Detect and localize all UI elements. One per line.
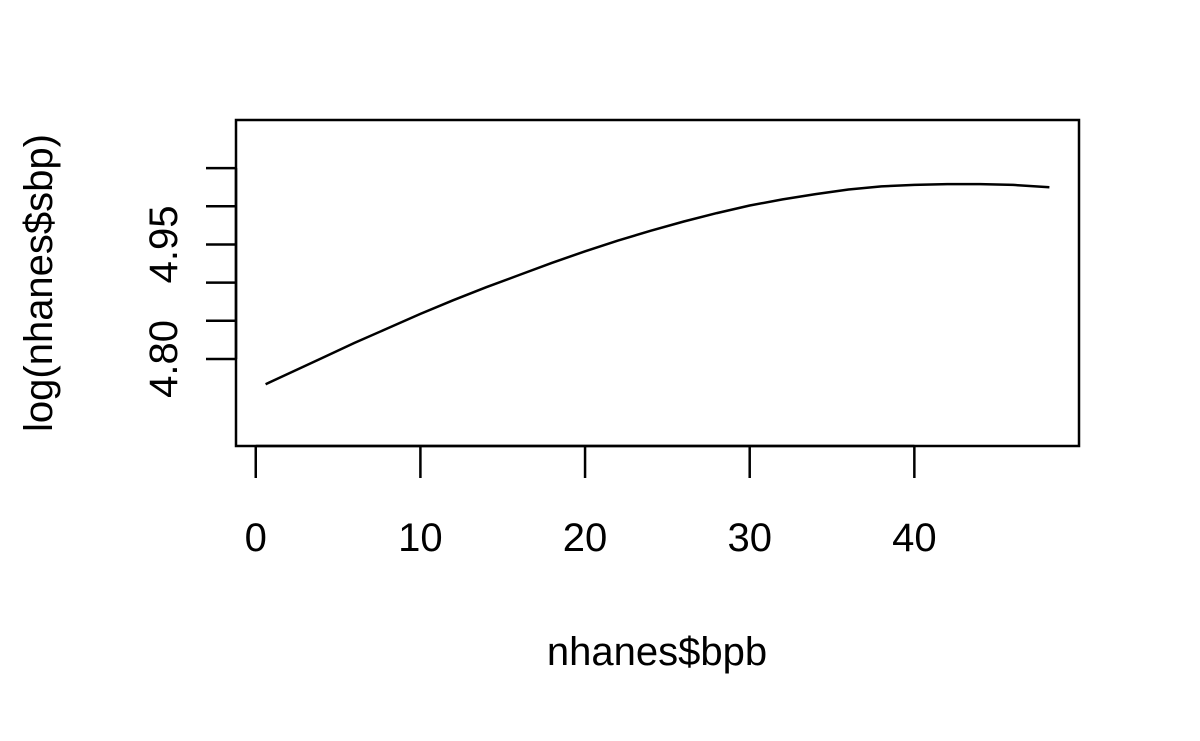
y-axis: 4.80 4.95 xyxy=(142,166,238,398)
y-tick-label: 4.80 xyxy=(142,320,186,398)
x-tick-label: 30 xyxy=(727,516,772,560)
x-tick-label: 10 xyxy=(398,516,443,560)
y-tick-label: 4.95 xyxy=(142,206,186,284)
series-layer xyxy=(265,182,1050,386)
x-tick-label: 20 xyxy=(563,516,608,560)
x-axis: 0 10 20 30 40 xyxy=(245,444,937,560)
x-tick-label: 40 xyxy=(892,516,937,560)
series-line xyxy=(265,182,1050,386)
x-tick-label: 0 xyxy=(245,516,267,560)
plot-frame xyxy=(234,118,1081,448)
x-axis-title: nhanes$bpb xyxy=(547,630,767,674)
y-axis-title: log(nhanes$sbp) xyxy=(17,134,61,432)
